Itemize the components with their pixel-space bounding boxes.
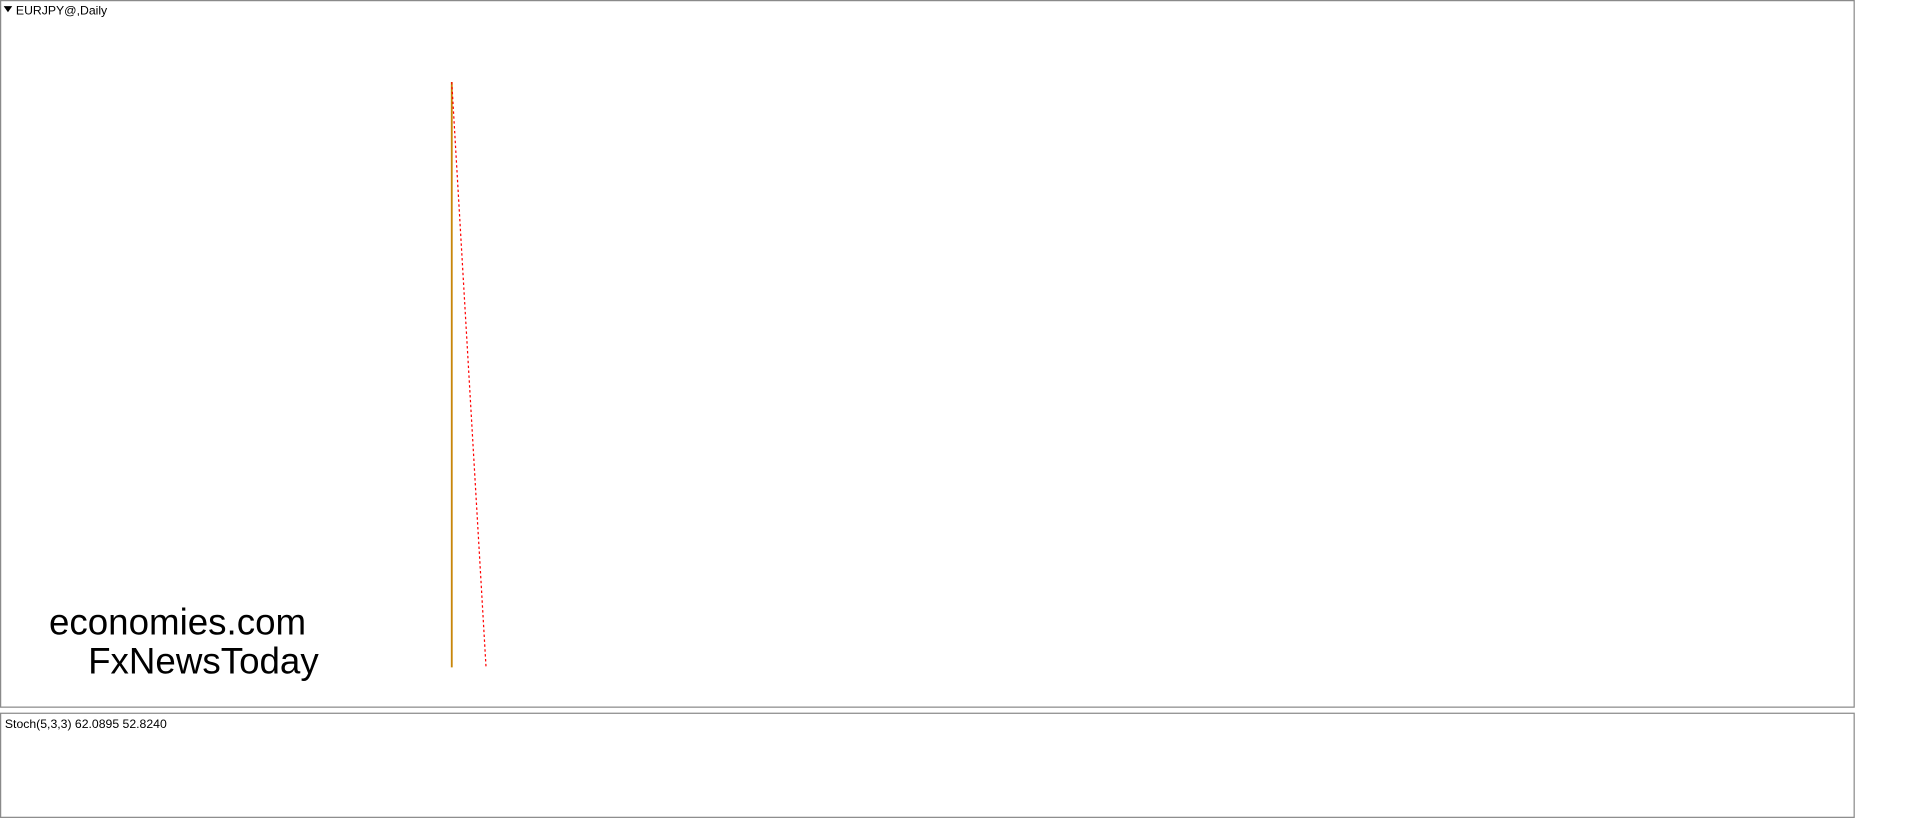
watermark: FxNewsToday [88,640,319,681]
watermark-layer: economies.com FxNewsToday [49,601,319,681]
collapse-icon[interactable] [3,6,13,13]
chart-title: EURJPY@,Daily [16,3,108,17]
main-panel-frame [0,0,1855,708]
indicator-title: Stoch(5,3,3) 62.0895 52.8240 [5,717,167,731]
stoch-panel-frame [0,712,1855,818]
watermark: economies.com [49,601,306,642]
